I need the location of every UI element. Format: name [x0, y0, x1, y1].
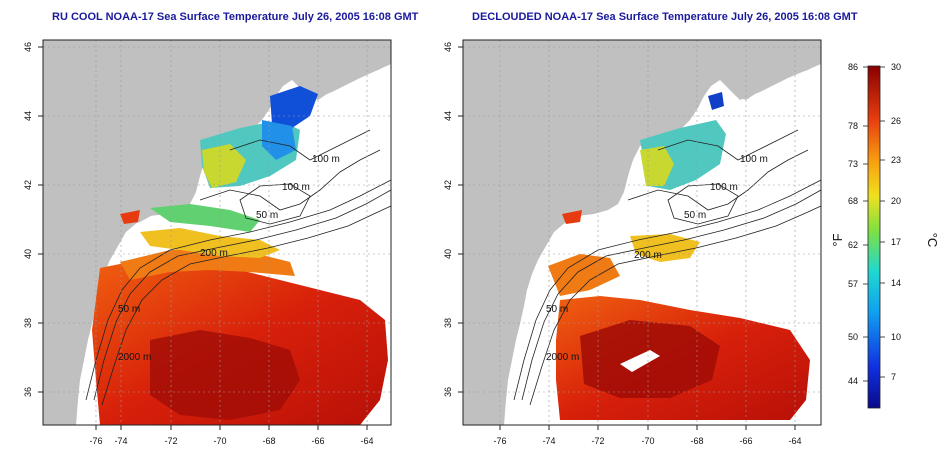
colorbar-c-tick: 17 [891, 237, 901, 247]
left-lat-tick: 40 [23, 249, 33, 259]
left-lon-tick: -64 [360, 436, 373, 446]
colorbar-f-tick: 57 [848, 279, 858, 289]
right-map-frame [462, 39, 822, 426]
left-map-title: RU COOL NOAA-17 Sea Surface Temperature … [52, 11, 419, 23]
colorbar-f-tick: 73 [848, 159, 858, 169]
right-lat-tick: 36 [443, 387, 453, 397]
left-map-frame [42, 39, 392, 426]
colorbar-c-tick: 23 [891, 155, 901, 165]
left-lat-tick: 38 [23, 318, 33, 328]
left-lon-tick: -76 [89, 436, 102, 446]
left-sst-dark-core [150, 330, 300, 420]
colorbar-f-tick: 62 [848, 240, 858, 250]
right-graticule [463, 40, 821, 425]
right-sst-yellow-band [630, 234, 700, 262]
right-lon-tick: -76 [493, 436, 506, 446]
left-sst-cold-mid [262, 120, 296, 160]
right-contour-label-50m-b: 50 m [546, 304, 568, 315]
left-sst-yellow-band [140, 228, 280, 258]
left-lon-tick: -70 [213, 436, 226, 446]
right-bathymetry-contours [513, 129, 822, 406]
left-sst-nj-strip [120, 210, 140, 224]
left-lat-tick: 42 [23, 180, 33, 190]
colorbar-c-tick: 20 [891, 196, 901, 206]
colorbar-f-tick: 68 [848, 196, 858, 206]
right-lon-tick: -74 [542, 436, 555, 446]
left-contour-label-100m-b: 100 m [282, 182, 310, 193]
colorbar: 86 78 73 68 62 57 50 44 30 26 23 20 17 1… [830, 62, 940, 409]
colorbar-c-tick: 7 [891, 372, 896, 382]
left-contour-label-2000m: 2000 m [118, 352, 151, 363]
right-contour-label-50m-a: 50 m [684, 210, 706, 221]
left-lat-tick: 36 [23, 387, 33, 397]
left-graticule [43, 40, 391, 425]
colorbar-fahrenheit-label: °F [830, 233, 845, 246]
left-contour-label-50m-a: 50 m [256, 210, 278, 221]
colorbar-celsius-label: °C [925, 233, 940, 248]
left-sst-gulf-yellow [202, 144, 246, 188]
colorbar-c-tick: 30 [891, 62, 901, 72]
colorbar-f-tick: 86 [848, 62, 858, 72]
left-contour-label-50m-b: 50 m [118, 304, 140, 315]
colorbar-c-tick: 14 [891, 278, 901, 288]
colorbar-c-tick: 26 [891, 116, 901, 126]
right-contour-label-200m: 200 m [634, 250, 662, 261]
left-contour-label-200m: 200 m [200, 248, 228, 259]
colorbar-f-tick: 44 [848, 376, 858, 386]
right-lon-tick: -66 [739, 436, 752, 446]
right-contour-label-100m-b: 100 m [710, 182, 738, 193]
right-contour-label-2000m: 2000 m [546, 352, 579, 363]
left-lat-tick: 46 [23, 42, 33, 52]
right-lon-tick: -70 [641, 436, 654, 446]
colorbar-c-tick: 10 [891, 332, 901, 342]
left-lon-tick: -74 [114, 436, 127, 446]
left-nova-scotia [300, 52, 391, 100]
left-lon-tick: -68 [262, 436, 275, 446]
left-lon-tick: -66 [311, 436, 324, 446]
left-lat-tick: 44 [23, 111, 33, 121]
colorbar-gradient [867, 65, 881, 409]
right-map-title: DECLOUDED NOAA-17 Sea Surface Temperatur… [472, 11, 858, 23]
right-sst-cold-spot [708, 92, 724, 110]
left-map: 100 m 100 m 50 m 200 m 50 m 2000 m -76 -… [23, 39, 392, 446]
left-bathymetry-contours [85, 129, 392, 406]
left-sst-green-band [150, 204, 260, 232]
right-nova-scotia [728, 52, 821, 100]
right-lat-tick: 40 [443, 249, 453, 259]
right-sst-gulf-yellow [640, 146, 674, 186]
right-lon-tick: -64 [788, 436, 801, 446]
right-lon-tick: -68 [690, 436, 703, 446]
colorbar-f-tick: 78 [848, 121, 858, 131]
right-sst-cloud-gap-2 [700, 296, 760, 316]
right-land [463, 40, 821, 425]
right-lat-tick: 44 [443, 111, 453, 121]
left-sst-cold-bay [270, 86, 318, 128]
left-contour-label-100m-a: 100 m [312, 154, 340, 165]
colorbar-f-tick: 50 [848, 332, 858, 342]
right-sst-cloud-gap-1 [620, 350, 660, 372]
right-lat-tick: 38 [443, 318, 453, 328]
right-map: 100 m 100 m 50 m 200 m 50 m 2000 m -76 -… [443, 39, 822, 446]
right-lat-tick: 46 [443, 42, 453, 52]
right-sst-nj-strip [562, 210, 582, 224]
right-contour-label-100m-a: 100 m [740, 154, 768, 165]
right-lon-tick: -72 [591, 436, 604, 446]
left-land [43, 40, 391, 425]
right-lat-tick: 42 [443, 180, 453, 190]
left-lon-tick: -72 [164, 436, 177, 446]
